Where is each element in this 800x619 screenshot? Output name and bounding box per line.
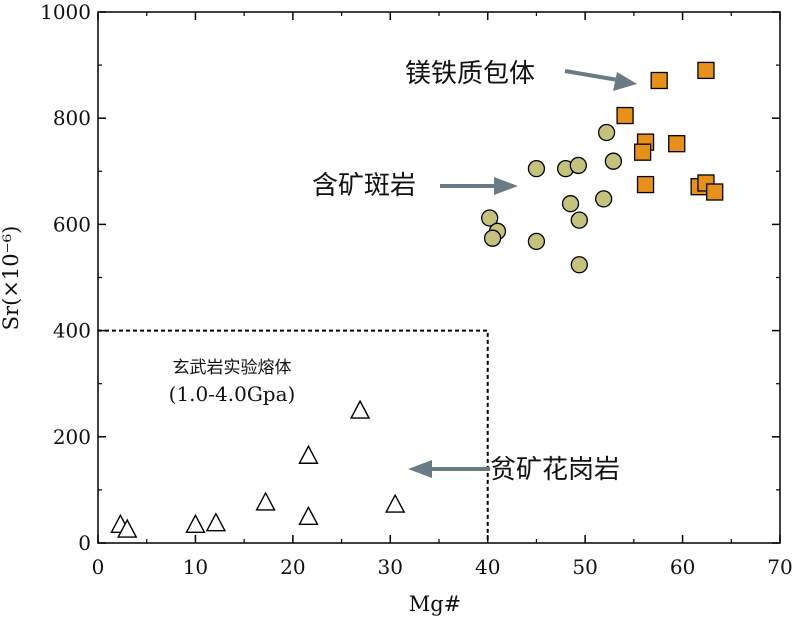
x-tick-label: 70 (767, 555, 792, 579)
x-tick-label: 60 (670, 555, 695, 579)
ore-porphyry-point (570, 256, 588, 274)
mafic-enclave-point (616, 106, 634, 125)
x-axis-title: Mg# (409, 592, 462, 616)
barren-granite-point (384, 493, 406, 513)
mafic-enclave-point (633, 143, 652, 161)
ore-porphyry-point (527, 232, 546, 251)
basalt-melt-region (98, 329, 489, 543)
ore-porphyry-point (597, 123, 616, 142)
y-tick-label: 200 (53, 425, 91, 449)
ore-porphyry-point (483, 229, 502, 247)
ore-porphyry-point (561, 195, 580, 213)
y-tick-label: 1000 (40, 0, 91, 24)
arrow-mafic-enclave-head (613, 72, 637, 91)
arrow-barren-granite-head (408, 460, 432, 478)
barren-granite-point (298, 444, 319, 464)
ore-porphyry-point (604, 152, 623, 170)
mafic-enclave-point (668, 135, 686, 153)
x-tick-label: 50 (572, 555, 597, 579)
axis-ticks (97, 11, 781, 544)
barren-granite-point (298, 505, 319, 526)
annotation-ore-porphyry: 含矿斑岩 (312, 171, 416, 201)
y-tick-labels: 0 200 400 600 800 1000 (40, 0, 91, 555)
barren-granite-point (205, 512, 227, 532)
x-tick-label: 40 (475, 555, 500, 579)
arrow-mafic-enclave (564, 69, 619, 82)
ore-porphyry-point (595, 190, 613, 208)
annotation-arrows (408, 69, 637, 478)
x-tick-label: 30 (378, 555, 403, 579)
ore-porphyry-point (570, 211, 588, 229)
barren-granite-point (117, 518, 138, 538)
barren-granite-point (349, 399, 371, 419)
mafic-enclave-point (697, 61, 715, 80)
data-points (110, 61, 724, 538)
arrow-ore-porphyry-head (494, 177, 518, 195)
plot-frame (97, 11, 781, 544)
y-tick-label: 400 (53, 319, 91, 343)
x-tick-label: 10 (183, 555, 208, 579)
ore-porphyry-point (481, 209, 499, 227)
y-tick-label: 0 (78, 531, 91, 555)
mafic-enclave-point (650, 71, 668, 90)
annotation-barren-granite: 贫矿花岗岩 (490, 455, 620, 485)
ore-porphyry-point (527, 159, 546, 178)
annotation-mafic-enclave: 镁铁质包体 (405, 59, 535, 89)
x-tick-labels: 0 10 20 30 40 50 60 70 (92, 555, 793, 579)
x-tick-label: 20 (280, 555, 305, 579)
barren-granite-point (255, 491, 276, 511)
region-label: 玄武岩实验熔体 (173, 358, 292, 378)
y-axis-title: Sr(×10⁻⁶) (0, 226, 23, 331)
y-tick-label: 800 (53, 106, 91, 130)
mafic-enclave-point (636, 175, 655, 194)
x-tick-label: 0 (92, 555, 105, 579)
region-subtitle: (1.0-4.0Gpa) (169, 382, 296, 406)
mafic-enclave-point (706, 183, 724, 201)
y-tick-label: 600 (53, 212, 91, 236)
barren-granite-point (185, 513, 206, 533)
ore-porphyry-point (569, 156, 587, 175)
